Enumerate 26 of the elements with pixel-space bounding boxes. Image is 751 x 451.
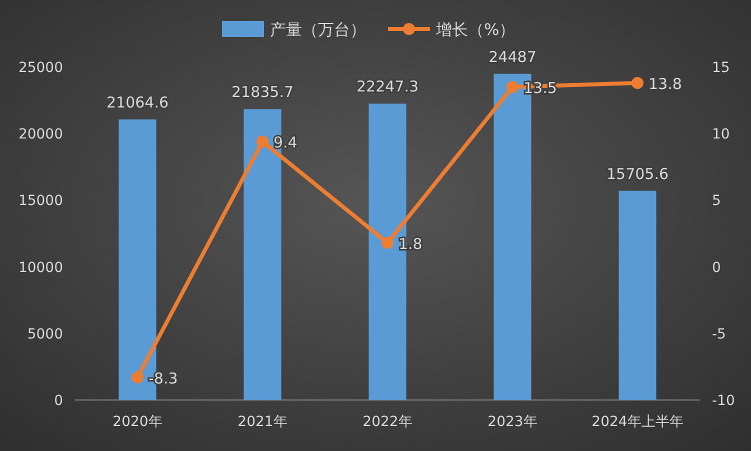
y2-tick-label: -5 bbox=[712, 326, 726, 342]
y-tick-label: 5000 bbox=[27, 326, 63, 342]
data-label: 21835.7 bbox=[231, 83, 294, 102]
data-label: 13.8 bbox=[648, 74, 682, 93]
data-label: 24487 bbox=[488, 48, 536, 66]
y2-tick-label: 5 bbox=[712, 193, 721, 210]
legend-label: 增长（%） bbox=[435, 20, 516, 39]
data-label: 22247.3 bbox=[356, 78, 419, 96]
x-tick-label: 2023年 bbox=[488, 414, 538, 430]
y-tick-label: 15000 bbox=[18, 193, 63, 210]
y2-tick-label: 0 bbox=[712, 260, 721, 276]
x-tick-label: 2021年 bbox=[238, 414, 288, 430]
y-tick-label: 10000 bbox=[18, 260, 63, 276]
legend-label: 产量（万台） bbox=[270, 20, 366, 39]
y-tick-label: 0 bbox=[54, 393, 63, 409]
x-tick-label: 2020年 bbox=[112, 414, 162, 430]
data-label: 15705.6 bbox=[606, 164, 669, 183]
y2-tick-label: -10 bbox=[712, 393, 735, 409]
x-tick-label: 2024年上半年 bbox=[592, 414, 684, 430]
x-tick-label: 2022年 bbox=[362, 414, 412, 430]
y2-tick-label: 15 bbox=[712, 60, 730, 76]
data-label: 21064.6 bbox=[106, 93, 169, 112]
y-tick-label: 20000 bbox=[18, 126, 63, 143]
data-label: 13.5 bbox=[524, 78, 557, 97]
y2-tick-label: 10 bbox=[712, 126, 730, 143]
y-tick-label: 25000 bbox=[18, 60, 63, 76]
